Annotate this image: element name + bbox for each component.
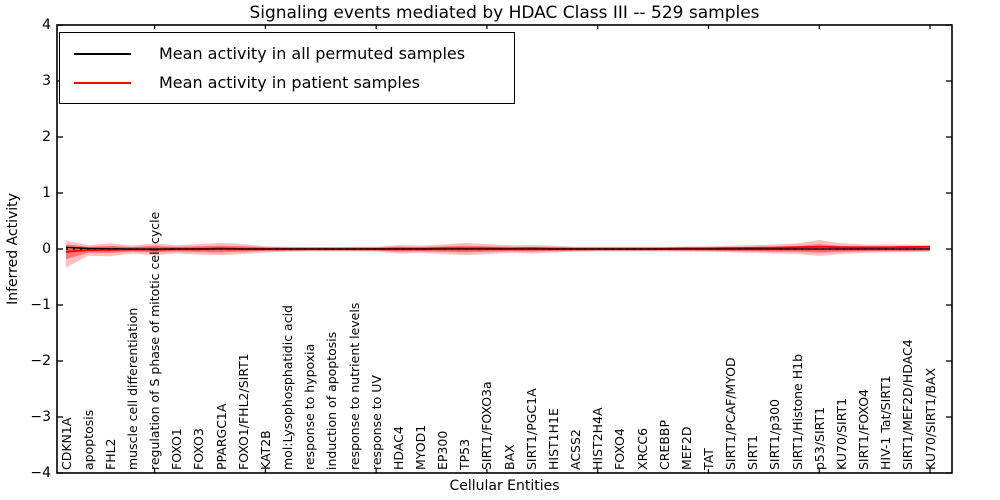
x-tick-label: response to UV	[368, 375, 384, 470]
y-tick-label: −1	[30, 297, 51, 313]
x-tick-label: SIRT1/p300	[767, 399, 783, 470]
legend-entry-patient: Mean activity in patient samples	[74, 68, 504, 97]
chart-title: Signaling events mediated by HDAC Class …	[249, 3, 760, 23]
legend-line-patient	[74, 81, 131, 84]
x-tick-label: CREBBP	[656, 420, 672, 470]
x-tick-label: mol:Lysophosphatidic acid	[280, 305, 296, 470]
x-tick-label: apoptosis	[80, 409, 96, 470]
legend: Mean activity in all permuted samples Me…	[59, 32, 515, 104]
x-tick-label: SIRT1/FOXO3a	[479, 381, 495, 470]
x-tick-label: p53/SIRT1	[811, 406, 827, 470]
x-tick-label: PPARGC1A	[213, 403, 229, 470]
x-tick-label: SIRT1/PGC1A	[523, 388, 539, 470]
permuted-mean-line	[65, 246, 930, 250]
x-tick-label: FOXO1	[169, 428, 185, 470]
x-tick-label: KU70/SIRT1/BAX	[922, 367, 938, 470]
x-tick-label: SIRT1/PCAF/MYOD	[723, 357, 739, 470]
legend-entry-permuted: Mean activity in all permuted samples	[74, 39, 504, 68]
x-tick-label: FOXO1/FHL2/SIRT1	[235, 353, 251, 470]
x-tick-label: SIRT1/MEF2D/HDAC4	[900, 339, 916, 470]
y-tick-label: −3	[30, 409, 51, 425]
x-tick-label: MYOD1	[412, 424, 428, 470]
x-tick-label: TP53	[457, 438, 473, 470]
x-tick-label: KAT2B	[257, 430, 273, 470]
y-tick-label: 1	[42, 185, 51, 201]
x-tick-label: HIST2H4A	[590, 407, 606, 470]
x-tick-label: ACSS2	[568, 429, 584, 470]
y-tick-label: 2	[42, 129, 51, 145]
x-tick-label: MEF2D	[678, 426, 694, 470]
legend-line-permuted	[74, 52, 131, 55]
x-tick-label: FOXO3	[191, 428, 207, 470]
x-tick-label: SIRT1	[745, 435, 761, 470]
x-tick-label: XRCC6	[634, 427, 650, 470]
y-tick-label: −2	[30, 353, 51, 369]
x-tick-label: EP300	[435, 430, 451, 470]
x-tick-label: muscle cell differentiation	[124, 307, 140, 470]
x-tick-label: TAT	[700, 448, 716, 470]
x-tick-label: CDKN1A	[58, 417, 74, 470]
y-tick-label: 3	[42, 73, 51, 89]
legend-label-patient: Mean activity in patient samples	[159, 73, 420, 92]
x-tick-label: FOXO4	[612, 428, 628, 470]
x-tick-label: SIRT1/FOXO4	[856, 389, 872, 470]
x-tick-label: induction of apoptosis	[324, 331, 340, 470]
x-tick-label: KU70/SIRT1	[833, 397, 849, 470]
x-tick-label: FHL2	[102, 438, 118, 470]
y-tick-label: 0	[42, 241, 51, 257]
y-tick-label: 4	[42, 17, 51, 33]
x-tick-label: HDAC4	[390, 426, 406, 470]
x-tick-label: HIST1H1E	[545, 408, 561, 470]
legend-label-permuted: Mean activity in all permuted samples	[159, 44, 466, 63]
x-tick-label: response to nutrient levels	[346, 302, 362, 470]
x-axis-label: Cellular Entities	[449, 478, 560, 494]
x-tick-label: HIV-1 Tat/SIRT1	[878, 375, 894, 470]
x-tick-label: response to hypoxia	[302, 343, 318, 470]
patient-band-outer	[66, 240, 930, 268]
x-tick-label: BAX	[501, 444, 517, 470]
x-tick-label: SIRT1/Histone H1b	[789, 353, 805, 470]
x-tick-label: regulation of S phase of mitotic cell cy…	[147, 211, 163, 470]
y-tick-label: −4	[30, 465, 51, 481]
